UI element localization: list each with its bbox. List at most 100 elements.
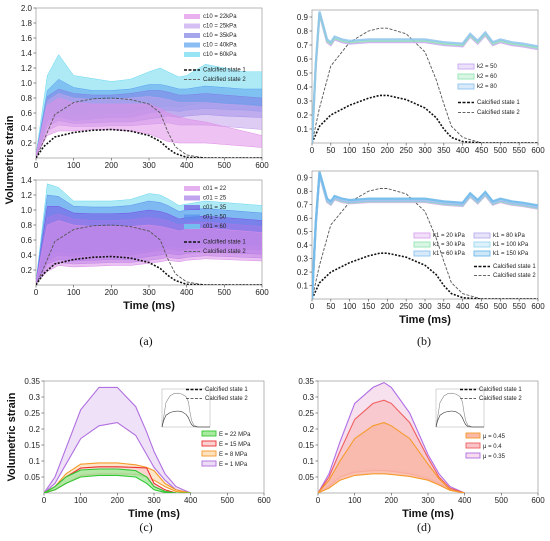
series-lower-line — [44, 474, 191, 493]
x-axis-label: Time (ms) — [399, 314, 451, 326]
legend-item-label: c01 = 60 — [203, 224, 227, 230]
x-tick-label: 100 — [67, 288, 81, 297]
plot-content — [44, 386, 191, 493]
y-tick-label: 0.7 — [297, 41, 309, 50]
panel-label: (d) — [417, 520, 431, 534]
x-tick-label: 600 — [257, 496, 271, 505]
legend-item-label: Calcified state 2 — [203, 249, 246, 255]
x-tick-label: 300 — [142, 161, 156, 170]
y-tick-label: 0.2 — [21, 139, 33, 148]
x-tick-label: 400 — [456, 302, 470, 311]
x-tick-label: 350 — [437, 146, 451, 155]
legend-item-swatch — [184, 42, 200, 48]
plot-area — [311, 170, 539, 300]
legend: c01 = 22 c01 = 25 c01 = 35 c01 = 50 c01 = 60… — [184, 186, 246, 255]
legend-label: μ = 0.45 — [483, 434, 506, 440]
x-tick-label: 400 — [456, 146, 470, 155]
y-tick-label: 1.4 — [21, 49, 33, 58]
x-tick-label: 50 — [326, 146, 335, 155]
y-tick-label: 0.15 — [24, 441, 40, 450]
legend-item-swatch — [413, 250, 431, 257]
y-tick-label: 0.6 — [297, 214, 309, 223]
calcified-state-1-line — [312, 94, 538, 143]
series-band — [36, 97, 262, 157]
legend-label: E = 15 MPa — [219, 442, 251, 448]
inset-plot — [161, 388, 211, 428]
legend-item-label: Calcified state 1 — [205, 387, 248, 393]
plot-content — [312, 11, 538, 143]
y-tick-label: 0.15 — [298, 441, 314, 450]
x-tick-label: 100 — [343, 302, 357, 311]
chart-1: 0 100 200 300 400 500 600 0.2 0.4 0.6 0.8 1.0 1.2 1.4… — [21, 4, 269, 170]
legend-item-label: c01 = 50 — [203, 215, 227, 221]
series-upper-line — [318, 381, 465, 493]
series-band — [36, 220, 262, 284]
y-tick-label: 0.2 — [297, 111, 309, 120]
y-axis-label: Volumetric strain — [4, 115, 16, 204]
y-tick-label: 0.35 — [298, 377, 314, 386]
calcified-state-2-line — [36, 97, 262, 158]
x-tick-label: 600 — [531, 496, 545, 505]
legend-item-label: c01 = 35 — [203, 205, 227, 211]
calcified-state-2-line — [312, 27, 538, 143]
plot-content — [312, 171, 538, 299]
legend-item-label: k1 = 60 kPa — [433, 251, 466, 257]
legend-item-label: Calcified state 2 — [477, 110, 520, 116]
inset-frame — [161, 388, 211, 428]
y-tick-label: 0.4 — [21, 251, 33, 260]
legend-item-swatch — [184, 195, 200, 201]
legend-item-swatch — [457, 73, 475, 80]
panel-label: (c) — [139, 520, 152, 534]
series-lower-line — [44, 422, 191, 493]
x-tick-label: 550 — [512, 302, 526, 311]
x-tick-label: 0 — [316, 496, 321, 505]
calcified-state-1-line — [36, 128, 262, 158]
y-tick-label: 0.8 — [21, 94, 33, 103]
legend-item-label: Calcified state 2 — [205, 396, 248, 402]
legend-item-label: k1 = 150 kPa — [493, 251, 529, 257]
y-tick-label: 1.2 — [21, 191, 33, 200]
x-tick-label: 450 — [475, 146, 489, 155]
x-tick-label: 500 — [494, 146, 508, 155]
legend-item-swatch — [184, 186, 200, 191]
plot-content — [36, 54, 262, 158]
x-tick-label: 100 — [67, 161, 81, 170]
x-tick-label: 100 — [348, 496, 362, 505]
series-upper-line — [318, 399, 465, 493]
legend-swatch — [201, 430, 217, 437]
inset-plot — [435, 388, 485, 428]
legend-label: μ = 0.35 — [483, 454, 506, 460]
legend-item-swatch — [184, 33, 200, 38]
y-tick-label: 1.6 — [21, 34, 33, 43]
x-tick-label: 200 — [105, 288, 119, 297]
x-tick-label: 350 — [437, 302, 451, 311]
y-tick-label: 0.25 — [298, 409, 314, 418]
y-tick-label: 1.4 — [21, 176, 33, 185]
calcified-state-1-line — [36, 255, 262, 285]
y-tick-label: 0.1 — [297, 282, 309, 291]
x-tick-label: 200 — [381, 146, 395, 155]
x-tick-label: 0 — [34, 161, 39, 170]
y-tick-label: 0.3 — [29, 393, 41, 402]
x-tick-label: 300 — [147, 496, 161, 505]
legend-item-label: k1 = 30 kPa — [433, 242, 466, 248]
legend-item-label: k2 = 80 — [477, 84, 498, 90]
y-tick-label: 0.9 — [297, 13, 309, 22]
inset-state-1-line — [161, 410, 210, 428]
x-tick-label: 500 — [494, 302, 508, 311]
legend-item-swatch — [413, 241, 431, 248]
legend-item-swatch — [413, 232, 431, 239]
x-tick-label: 250 — [399, 302, 413, 311]
y-tick-label: 0.2 — [297, 268, 309, 277]
y-tick-label: 0.35 — [24, 377, 40, 386]
legend-item-label: Calcified state 1 — [477, 100, 520, 106]
legend-item-swatch — [184, 214, 200, 220]
legend-item-label: Calcified state 1 — [493, 264, 536, 270]
legend-item-label: c01 = 22 — [203, 186, 227, 192]
legend-item-label: c10 = 60kPa — [203, 52, 237, 58]
y-tick-label: 2.0 — [21, 4, 33, 13]
x-tick-label: 150 — [362, 146, 376, 155]
legend-item-label: k2 = 50 — [477, 64, 498, 70]
legend-swatch — [201, 450, 217, 457]
panel-label: (a) — [139, 334, 152, 348]
